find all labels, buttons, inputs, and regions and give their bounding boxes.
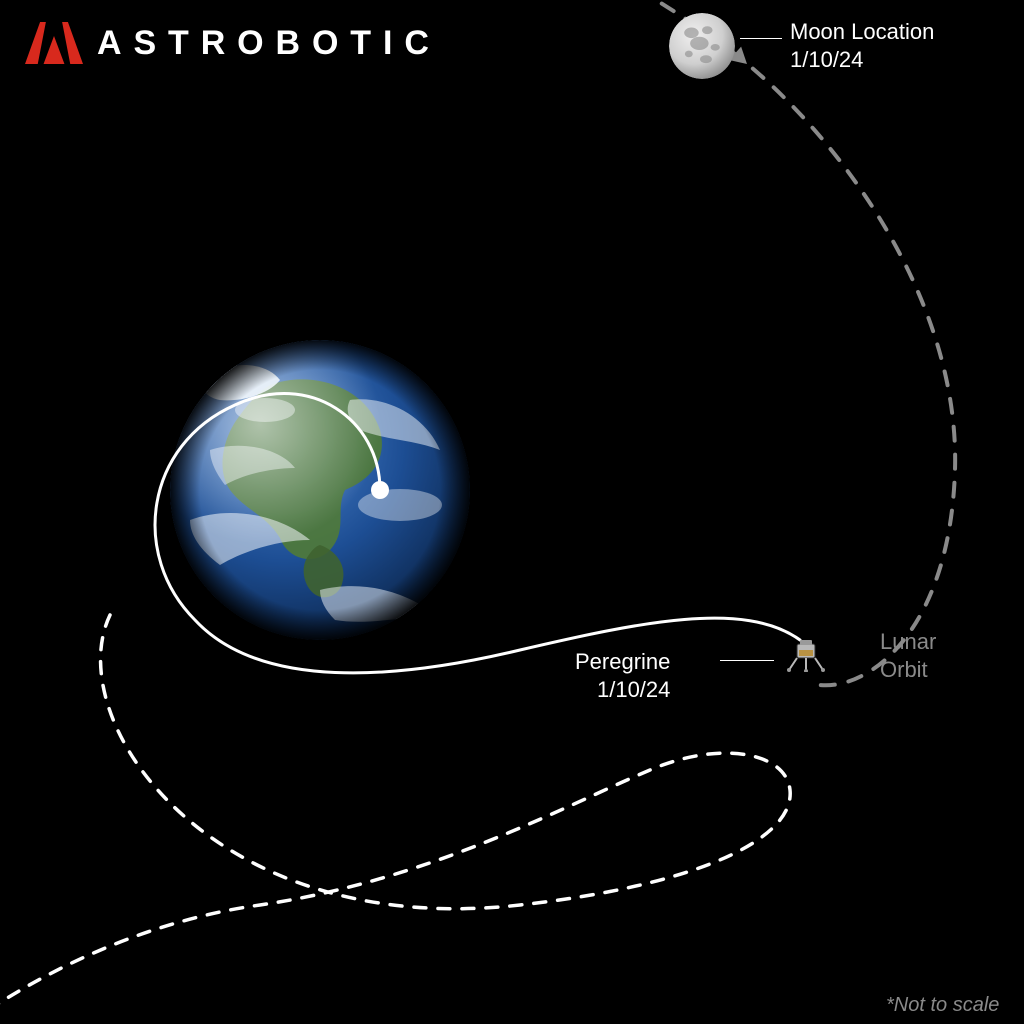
not-to-scale-footnote: *Not to scale — [886, 994, 999, 1017]
lander-svg — [786, 638, 826, 672]
moon-label-line1: Moon Location — [790, 18, 934, 46]
astrobotic-logo: ASTROBOTIC — [25, 22, 441, 64]
moon-location-label: Moon Location 1/10/24 — [790, 18, 934, 73]
peregrine-lander-icon — [786, 638, 826, 672]
lunar-orbit-label-line1: Lunar — [880, 628, 936, 656]
launch-point-dot — [371, 481, 389, 499]
lunar-orbit-label-line2: Orbit — [880, 656, 936, 684]
moon-label-line2: 1/10/24 — [790, 46, 934, 74]
spacecraft-trajectory-path — [155, 394, 800, 673]
trajectory-paths-svg — [0, 0, 1024, 1024]
peregrine-label: Peregrine 1/10/24 — [575, 648, 670, 703]
moon-icon — [669, 13, 735, 79]
moon-svg — [669, 13, 735, 79]
planned-orbit-path — [0, 615, 790, 1024]
astrobotic-logo-mark-icon — [25, 22, 83, 64]
moon-label-leader — [740, 38, 782, 39]
peregrine-label-leader — [720, 660, 774, 661]
diagram-stage: ASTROBOTIC Moon Location 1/10/24 Peregri… — [0, 0, 1024, 1024]
astrobotic-logo-text: ASTROBOTIC — [97, 24, 441, 63]
peregrine-label-line1: Peregrine — [575, 648, 670, 676]
lunar-orbit-label: Lunar Orbit — [880, 628, 936, 683]
peregrine-label-line2: 1/10/24 — [575, 676, 670, 704]
